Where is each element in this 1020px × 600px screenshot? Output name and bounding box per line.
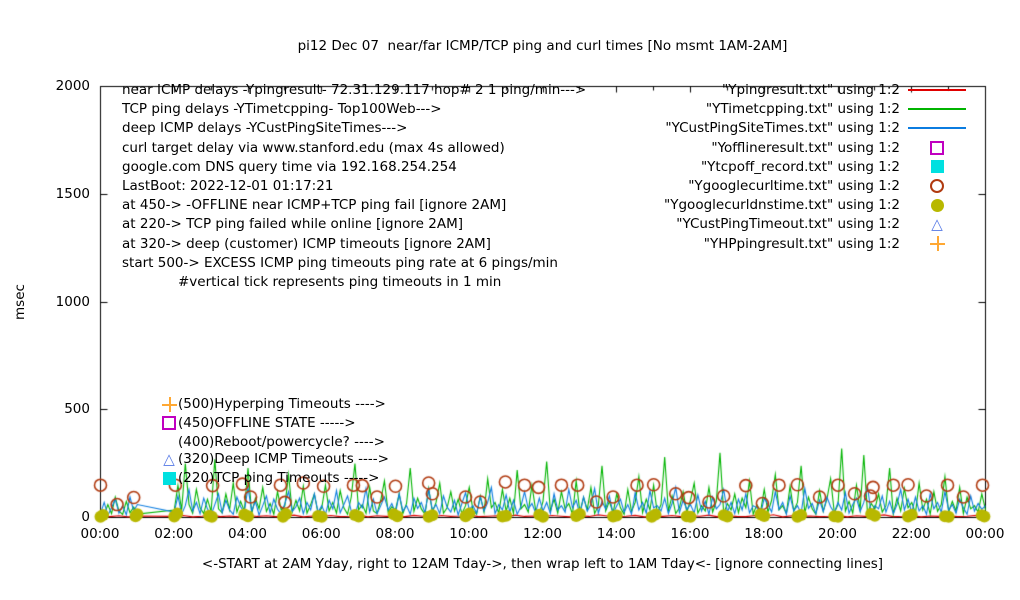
x-tick-label: 08:00 <box>375 526 415 542</box>
x-tick-label: 20:00 <box>818 526 857 542</box>
x-tick-label: 00:00 <box>965 526 1005 542</box>
line-sample-icon <box>908 127 966 130</box>
info-line: LastBoot: 2022-12-01 01:17:21 <box>122 178 334 194</box>
square-open-icon <box>162 416 176 430</box>
legend-sample <box>908 236 966 252</box>
square-open-icon <box>930 140 944 155</box>
annotation-text: (500)Hyperping Timeouts ----> <box>178 396 386 412</box>
y-tick-label: 0 <box>81 509 90 525</box>
legend-label: "Yofflineresult.txt" using 1:2 <box>711 139 900 156</box>
legend-sample <box>908 101 966 117</box>
legend-label: "Ygooglecurltime.txt" using 1:2 <box>688 178 900 194</box>
info-line: google.com DNS query time via 192.168.25… <box>122 158 457 175</box>
legend-label: "YHPpingresult.txt" using 1:2 <box>703 235 900 252</box>
x-tick-label: 18:00 <box>744 526 784 542</box>
legend-sample <box>908 197 966 213</box>
triangle-open-icon: △ <box>163 449 175 468</box>
legend-label: "YCustPingTimeout.txt" using 1:2 <box>676 216 900 233</box>
y-tick-label: 2000 <box>55 78 90 94</box>
annotation-row: (500)Hyperping Timeouts ----> <box>160 396 386 412</box>
y-tick-label: 1500 <box>55 185 90 202</box>
x-tick-label: 10:00 <box>449 526 489 542</box>
circle-open-icon <box>930 179 944 193</box>
legend-label: "Ygooglecurldnstime.txt" using 1:2 <box>664 197 900 214</box>
annotation-text: (220)TCP ping Timeouts -----> <box>178 470 380 486</box>
x-tick-label: 06:00 <box>301 526 341 542</box>
line-sample-icon <box>908 89 966 91</box>
info-line: start 500-> EXCESS ICMP ping timeouts pi… <box>122 254 558 271</box>
annotation-text: (450)OFFLINE STATE -----> <box>178 415 356 431</box>
legend-sample <box>908 159 966 175</box>
x-tick-label: 16:00 <box>670 526 710 542</box>
plus-icon <box>929 236 945 252</box>
info-line: at 320-> deep (customer) ICMP timeouts [… <box>122 235 491 252</box>
triangle-open-icon: △ <box>931 214 943 233</box>
x-tick-label: 22:00 <box>891 526 931 542</box>
x-tick-label: 14:00 <box>596 526 636 542</box>
y-tick-label: 500 <box>64 401 90 418</box>
info-line: at 220-> TCP ping failed while online [i… <box>122 216 464 233</box>
x-tick-label: 02:00 <box>154 526 194 542</box>
annotation-marker <box>160 471 178 485</box>
x-tick-label: 04:00 <box>228 526 267 542</box>
legend-sample: △ <box>908 216 966 232</box>
x-axis-note: <-START at 2AM Yday, right to 12AM Tday-… <box>201 556 884 572</box>
legend-label: "YCustPingSiteTimes.txt" using 1:2 <box>665 120 900 137</box>
y-tick-label: 1000 <box>55 293 90 310</box>
info-line: near ICMP delays -Ypingresult- 72.31.129… <box>122 82 587 98</box>
annotation-text: (400)Reboot/powercycle? ----> <box>178 434 385 450</box>
x-tick-label: 00:00 <box>80 526 120 542</box>
annotation-row: (450)OFFLINE STATE -----> <box>160 415 356 431</box>
annotation-row: (220)TCP ping Timeouts -----> <box>160 470 380 486</box>
line-sample-icon <box>908 108 966 111</box>
annotation-row: (400)Reboot/powercycle? ----> <box>160 434 385 450</box>
legend-sample <box>908 140 966 156</box>
annotation-text: (320)Deep ICMP Timeouts ----> <box>178 451 389 467</box>
chart-title: pi12 Dec 07 near/far ICMP/TCP ping and c… <box>297 38 788 54</box>
legend-sample <box>908 178 966 194</box>
circle-fill-icon <box>930 198 944 212</box>
info-line: at 450-> -OFFLINE near ICMP+TCP ping fai… <box>122 197 507 214</box>
annotation-row: △ (320)Deep ICMP Timeouts ----> <box>160 451 389 467</box>
x-tick-label: 12:00 <box>523 526 562 542</box>
info-line: #vertical tick represents ping timeouts … <box>178 274 502 290</box>
legend-sample <box>908 120 966 136</box>
info-line: curl target delay via www.stanford.edu (… <box>122 139 505 156</box>
square-fill-icon <box>930 160 944 174</box>
info-line: deep ICMP delays -YCustPingSiteTimes---> <box>122 120 408 137</box>
annotation-marker: △ <box>160 449 178 468</box>
legend-label: "YTimetcpping.txt" using 1:2 <box>705 101 900 118</box>
annotation-marker <box>160 396 178 412</box>
legend-label: "Ytcpoff_record.txt" using 1:2 <box>700 158 900 175</box>
square-fill-icon <box>162 471 176 485</box>
info-line: TCP ping delays -YTimetcpping- Top100Web… <box>122 101 442 118</box>
legend-sample <box>908 82 966 98</box>
plus-icon <box>161 396 177 412</box>
annotation-marker <box>160 416 178 430</box>
legend-label: "Ypingresult.txt" using 1:2 <box>722 82 900 98</box>
